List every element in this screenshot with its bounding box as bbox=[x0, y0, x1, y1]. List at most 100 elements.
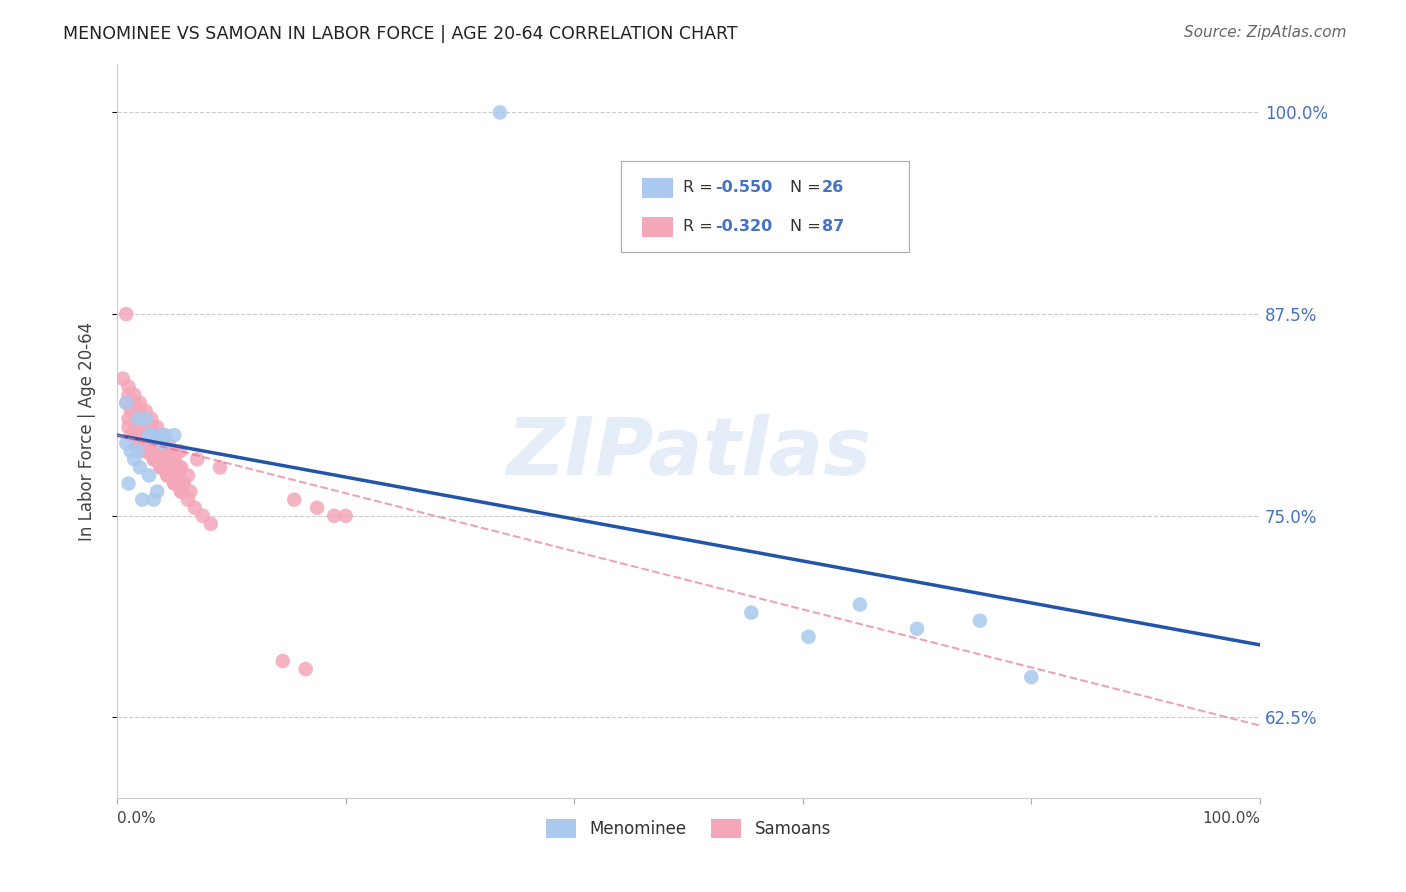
Point bbox=[120, 428, 142, 442]
Point bbox=[146, 420, 169, 434]
Text: ZIPatlas: ZIPatlas bbox=[506, 414, 870, 492]
Point bbox=[323, 508, 346, 523]
Point bbox=[145, 452, 167, 467]
Point bbox=[135, 404, 157, 418]
Point bbox=[153, 428, 176, 442]
Text: R =: R = bbox=[683, 219, 717, 235]
Point bbox=[142, 452, 165, 467]
Point bbox=[138, 428, 160, 442]
Point bbox=[740, 606, 762, 620]
Point bbox=[129, 460, 152, 475]
Point bbox=[152, 436, 174, 450]
Y-axis label: In Labor Force | Age 20-64: In Labor Force | Age 20-64 bbox=[79, 321, 96, 541]
Point bbox=[138, 444, 160, 458]
Point bbox=[149, 436, 172, 450]
Point bbox=[146, 428, 169, 442]
Point bbox=[115, 396, 138, 410]
Point bbox=[127, 412, 149, 426]
Point bbox=[149, 428, 172, 442]
Point bbox=[166, 476, 188, 491]
Point bbox=[142, 428, 165, 442]
Point bbox=[160, 460, 183, 475]
Point bbox=[117, 388, 139, 402]
Point bbox=[122, 396, 145, 410]
Point bbox=[294, 662, 316, 676]
Point bbox=[129, 404, 152, 418]
Point bbox=[152, 460, 174, 475]
Point bbox=[124, 420, 146, 434]
Point bbox=[122, 404, 145, 418]
Point bbox=[152, 436, 174, 450]
Point bbox=[208, 460, 231, 475]
Point bbox=[111, 372, 134, 386]
Point bbox=[127, 412, 149, 426]
Point bbox=[184, 500, 207, 515]
Point bbox=[179, 484, 201, 499]
Point bbox=[143, 436, 166, 450]
Text: 26: 26 bbox=[823, 180, 844, 195]
Point bbox=[131, 428, 153, 442]
Point bbox=[307, 500, 329, 515]
Point bbox=[131, 436, 153, 450]
Point bbox=[115, 396, 138, 410]
Point bbox=[163, 476, 186, 491]
Point bbox=[271, 654, 294, 668]
Point bbox=[163, 452, 186, 467]
Point bbox=[156, 444, 179, 458]
Point bbox=[335, 508, 357, 523]
Point bbox=[166, 468, 188, 483]
Point bbox=[131, 492, 153, 507]
Point bbox=[142, 452, 165, 467]
Point bbox=[156, 468, 179, 483]
Point bbox=[120, 404, 142, 418]
Point bbox=[142, 492, 165, 507]
Point bbox=[159, 468, 181, 483]
Point bbox=[149, 444, 172, 458]
Point bbox=[138, 468, 160, 483]
Point bbox=[131, 420, 153, 434]
Point bbox=[170, 460, 193, 475]
Point bbox=[169, 444, 191, 458]
Text: -0.320: -0.320 bbox=[716, 219, 772, 235]
Point bbox=[117, 476, 139, 491]
Point bbox=[141, 420, 163, 434]
Point bbox=[159, 460, 181, 475]
Point bbox=[146, 484, 169, 499]
Point bbox=[122, 452, 145, 467]
Point bbox=[283, 492, 305, 507]
Point bbox=[969, 614, 991, 628]
Point bbox=[157, 436, 180, 450]
Point bbox=[849, 598, 872, 612]
Point bbox=[163, 452, 186, 467]
Point bbox=[135, 412, 157, 426]
Text: N =: N = bbox=[790, 219, 825, 235]
Text: 0.0%: 0.0% bbox=[117, 811, 156, 826]
Point bbox=[170, 484, 193, 499]
Point bbox=[135, 412, 157, 426]
Point bbox=[129, 412, 152, 426]
Text: 100.0%: 100.0% bbox=[1202, 811, 1260, 826]
Point bbox=[149, 460, 172, 475]
Point bbox=[186, 452, 208, 467]
Point bbox=[117, 420, 139, 434]
Point bbox=[127, 436, 149, 450]
Point bbox=[152, 452, 174, 467]
Point bbox=[117, 412, 139, 426]
Point bbox=[191, 508, 214, 523]
Text: 87: 87 bbox=[823, 219, 844, 235]
Point bbox=[163, 476, 186, 491]
Text: MENOMINEE VS SAMOAN IN LABOR FORCE | AGE 20-64 CORRELATION CHART: MENOMINEE VS SAMOAN IN LABOR FORCE | AGE… bbox=[63, 25, 738, 43]
Point bbox=[141, 428, 163, 442]
Point bbox=[155, 452, 177, 467]
Text: N =: N = bbox=[790, 180, 825, 195]
Point bbox=[122, 388, 145, 402]
Point bbox=[129, 396, 152, 410]
Point bbox=[135, 444, 157, 458]
Point bbox=[200, 516, 222, 531]
Point bbox=[170, 484, 193, 499]
Legend: Menominee, Samoans: Menominee, Samoans bbox=[540, 813, 838, 845]
Point bbox=[138, 436, 160, 450]
Point bbox=[489, 105, 512, 120]
Point bbox=[135, 444, 157, 458]
Point bbox=[127, 444, 149, 458]
